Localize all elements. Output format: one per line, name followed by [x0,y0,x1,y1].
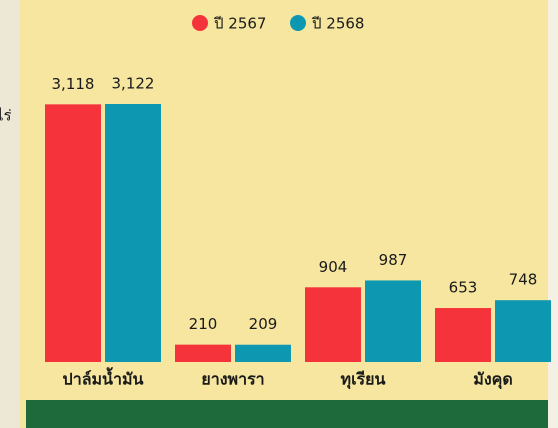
value-label: 987 [379,251,408,269]
bar [45,104,101,362]
legend-swatch [290,15,306,31]
unit-label: ไร่ [0,107,12,125]
bar [105,104,161,362]
x-tick-label: ทุเรียน [341,370,386,390]
value-label: 904 [319,258,348,276]
bar [305,287,361,362]
value-label: 210 [189,315,218,333]
left-strip [0,0,20,428]
banner [26,400,548,428]
bar [495,300,551,362]
value-label: 653 [449,279,478,297]
right-strip [548,0,558,428]
x-tick-label: มังคุด [473,370,512,390]
legend-label: ปี 2567 [213,15,266,33]
value-label: 209 [249,315,278,333]
legend-swatch [192,15,208,31]
x-tick-label: ปาล์มน้ำมัน [63,367,144,389]
value-label: 3,122 [112,75,155,93]
legend-label: ปี 2568 [311,15,364,33]
value-label: 748 [509,271,538,289]
bar [175,344,231,362]
bar [365,280,421,362]
bar [235,344,291,362]
value-label: 3,118 [52,75,95,93]
bar [435,308,491,362]
x-tick-label: ยางพารา [201,370,264,389]
